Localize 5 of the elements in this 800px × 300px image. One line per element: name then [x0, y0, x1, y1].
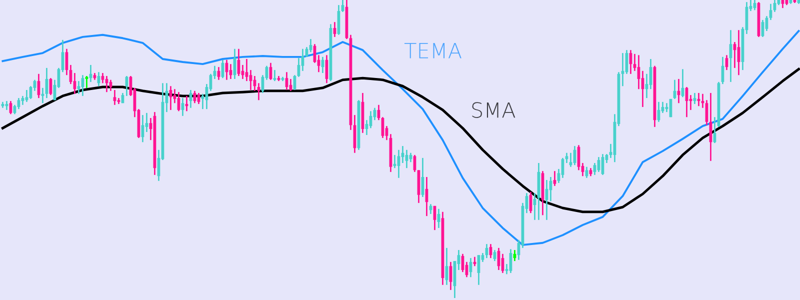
candlestick: [245, 58, 248, 82]
series-label: TEMA: [404, 43, 462, 58]
candlestick: [273, 69, 276, 82]
candlestick: [769, 3, 772, 21]
series-label: SMA: [472, 102, 516, 118]
